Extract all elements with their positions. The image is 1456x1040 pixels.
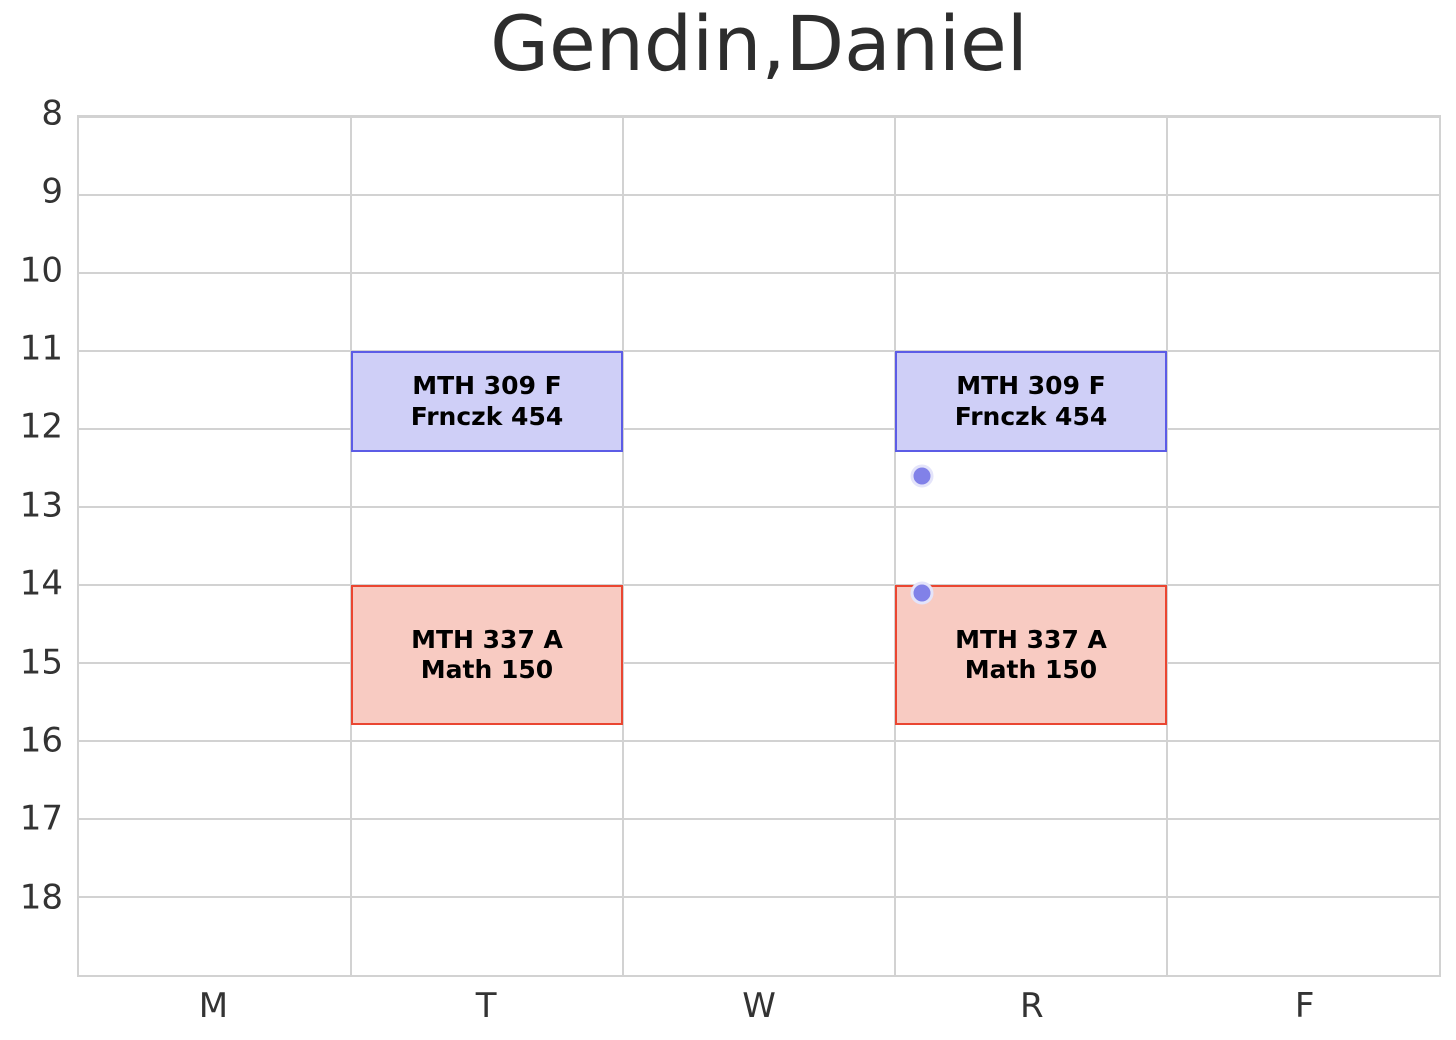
grid-vline [622,117,624,975]
y-tick-label: 11 [19,328,63,369]
plot-area: MTH 309 F Frnczk 454 MTH 309 F Frnczk 454 MT… [77,115,1441,977]
grid-hline [79,116,1439,118]
grid-hline [79,740,1439,742]
course-block-room: Math 150 [964,655,1098,685]
course-block: MTH 337 A Math 150 [895,585,1167,726]
course-block-course: MTH 309 F [956,371,1106,401]
y-tick-label: 16 [19,720,63,761]
grid-hline [79,194,1439,196]
x-tick-label: W [742,986,776,1026]
course-block-room: Frnczk 454 [954,401,1108,431]
scatter-point [910,581,934,605]
x-tick-label: F [1294,986,1315,1026]
y-tick-label: 15 [19,642,63,683]
grid-vline [350,117,352,975]
grid-hline [79,818,1439,820]
grid-vline [894,117,896,975]
y-tick-label: 17 [19,798,63,839]
y-tick-label: 8 [41,93,63,134]
grid-hline [79,584,1439,586]
course-block: MTH 337 A Math 150 [351,585,623,726]
x-tick-label: M [198,986,229,1026]
y-tick-label: 12 [19,407,63,448]
x-tick-label: T [475,986,497,1026]
grid-hline [79,272,1439,274]
scatter-point [910,464,934,488]
grid-hline [79,662,1439,664]
x-tick-label: R [1019,986,1044,1026]
course-block-course: MTH 309 F [412,371,562,401]
course-block: MTH 309 F Frnczk 454 [351,351,623,453]
course-block-room: Math 150 [420,655,554,685]
y-tick-label: 10 [19,250,63,291]
grid-vline [1166,117,1168,975]
chart-title: Gendin,Daniel [490,0,1028,88]
y-tick-label: 18 [19,877,63,918]
course-block: MTH 309 F Frnczk 454 [895,351,1167,453]
course-block-room: Frnczk 454 [410,401,564,431]
y-tick-label: 13 [19,485,63,526]
grid-hline [79,428,1439,430]
grid-hline [79,350,1439,352]
grid-hline [79,896,1439,898]
course-block-course: MTH 337 A [411,624,563,654]
y-tick-label: 9 [41,171,63,212]
course-block-course: MTH 337 A [955,624,1107,654]
grid-hline [79,506,1439,508]
y-tick-label: 14 [19,563,63,604]
